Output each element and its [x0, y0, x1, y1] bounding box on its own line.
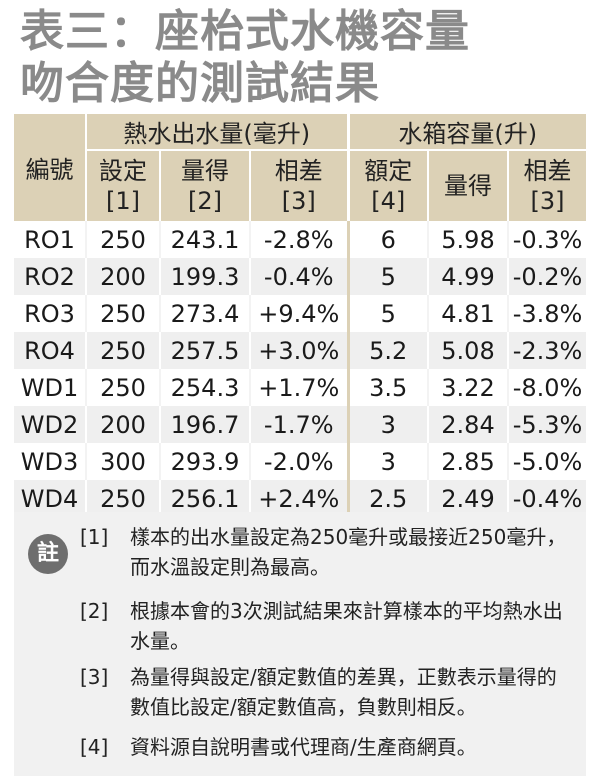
cell-measured: 243.1: [159, 221, 250, 258]
cell-diff: +2.4%: [249, 480, 348, 517]
title-line-1: 表三：座枱式水機容量: [20, 6, 470, 57]
cell-measured: 256.1: [159, 480, 250, 517]
cell-set: 200: [85, 258, 160, 295]
header-tank-diff: 相差 [3]: [506, 150, 587, 221]
cell-tank-measured: 4.99: [427, 258, 508, 295]
table-row: RO2 200 199.3 -0.4% 5 4.99 -0.2%: [14, 258, 587, 295]
header-rated-label: 額定: [364, 157, 413, 185]
cell-tank-diff: -0.3%: [506, 221, 587, 258]
cell-diff: -2.0%: [249, 443, 348, 480]
cell-tank-measured: 3.22: [427, 369, 508, 406]
header-id: 編號: [14, 114, 86, 221]
note-number: [2]: [80, 599, 109, 623]
table-row: WD4 250 256.1 +2.4% 2.5 2.49 -0.4%: [14, 480, 587, 517]
cell-tank-measured: 5.98: [427, 221, 508, 258]
cell-diff: -1.7%: [249, 406, 348, 443]
results-table: 編號 熱水出水量(毫升) 水箱容量(升) 設定 [1] 量得 [2] 相差 [3…: [14, 114, 587, 517]
cell-rated: 5.2: [346, 332, 428, 369]
header-measured: 量得 [2]: [159, 150, 250, 221]
header-rated: 額定 [4]: [346, 150, 428, 221]
cell-rated: 3: [346, 443, 428, 480]
notes-badge-icon: 註: [28, 534, 68, 574]
note-text: 為量得與設定/額定數值的差異，正數表示量得的數值比設定/額定數值高，負數則相反。: [130, 665, 557, 719]
cell-measured: 199.3: [159, 258, 250, 295]
table-row: RO1 250 243.1 -2.8% 6 5.98 -0.3%: [14, 221, 587, 258]
cell-rated: 5: [346, 258, 428, 295]
cell-rated: 5: [346, 295, 428, 332]
header-rated-ref: [4]: [371, 187, 406, 215]
cell-tank-measured: 2.84: [427, 406, 508, 443]
cell-id: RO4: [14, 332, 86, 369]
cell-set: 300: [85, 443, 160, 480]
note-text: 資料源自說明書或代理商/生產商網頁。: [130, 735, 477, 759]
header-set-label: 設定: [99, 157, 147, 185]
header-set: 設定 [1]: [85, 150, 160, 221]
cell-tank-measured: 4.81: [427, 295, 508, 332]
cell-rated: 6: [346, 221, 428, 258]
header-diff-ref: [3]: [281, 187, 316, 215]
header-group-hot-water: 熱水出水量(毫升): [85, 114, 348, 151]
cell-set: 250: [85, 369, 160, 406]
note-text: 根據本會的3次測試結果來計算樣本的平均熱水出水量。: [130, 599, 563, 653]
cell-rated: 3: [346, 406, 428, 443]
notes-section: 註 [1] 樣本的出水量設定為250毫升或最接近250毫升，而水溫設定則為最高。…: [14, 512, 586, 776]
cell-tank-diff: -8.0%: [506, 369, 587, 406]
cell-diff: +3.0%: [249, 332, 348, 369]
cell-measured: 196.7: [159, 406, 250, 443]
cell-set: 250: [85, 332, 160, 369]
header-tank-diff-ref: [3]: [530, 187, 565, 215]
header-diff-label: 相差: [274, 157, 323, 185]
cell-tank-diff: -0.4%: [506, 480, 587, 517]
header-diff: 相差 [3]: [249, 150, 348, 221]
title-line-2: 吻合度的測試結果: [20, 58, 380, 109]
cell-diff: +9.4%: [249, 295, 348, 332]
cell-id: WD1: [14, 369, 86, 406]
cell-measured: 254.3: [159, 369, 250, 406]
cell-rated: 2.5: [346, 480, 428, 517]
cell-set: 250: [85, 221, 160, 258]
cell-tank-diff: -0.2%: [506, 258, 587, 295]
cell-measured: 273.4: [159, 295, 250, 332]
page-title: 表三：座枱式水機容量 吻合度的測試結果: [20, 6, 470, 110]
cell-set: 200: [85, 406, 160, 443]
cell-set: 250: [85, 295, 160, 332]
cell-id: WD3: [14, 443, 86, 480]
cell-id: RO3: [14, 295, 86, 332]
table-row: WD1 250 254.3 +1.7% 3.5 3.22 -8.0%: [14, 369, 587, 406]
cell-id: RO2: [14, 258, 86, 295]
cell-id: WD4: [14, 480, 86, 517]
table-row: WD2 200 196.7 -1.7% 3 2.84 -5.3%: [14, 406, 587, 443]
header-measured-label: 量得: [181, 157, 229, 185]
cell-diff: -2.8%: [249, 221, 348, 258]
header-set-ref: [1]: [106, 187, 140, 215]
cell-tank-measured: 2.85: [427, 443, 508, 480]
cell-set: 250: [85, 480, 160, 517]
header-tank-diff-label: 相差: [523, 157, 572, 185]
note-number: [1]: [80, 525, 109, 549]
note-text: 樣本的出水量設定為250毫升或最接近250毫升，而水溫設定則為最高。: [130, 525, 567, 579]
header-measured-ref: [2]: [188, 187, 222, 215]
note-number: [3]: [80, 665, 109, 689]
table-row: RO4 250 257.5 +3.0% 5.2 5.08 -2.3%: [14, 332, 587, 369]
cell-rated: 3.5: [346, 369, 428, 406]
cell-diff: +1.7%: [249, 369, 348, 406]
cell-id: RO1: [14, 221, 86, 258]
note-number: [4]: [80, 735, 109, 759]
cell-tank-measured: 5.08: [427, 332, 508, 369]
cell-measured: 293.9: [159, 443, 250, 480]
cell-tank-diff: -2.3%: [506, 332, 587, 369]
cell-tank-diff: -5.3%: [506, 406, 587, 443]
cell-measured: 257.5: [159, 332, 250, 369]
cell-diff: -0.4%: [249, 258, 348, 295]
cell-tank-measured: 2.49: [427, 480, 508, 517]
header-tank-measured-label: 量得: [444, 172, 492, 200]
cell-tank-diff: -5.0%: [506, 443, 587, 480]
header-tank-measured: 量得: [427, 150, 508, 221]
table-row: RO3 250 273.4 +9.4% 5 4.81 -3.8%: [14, 295, 587, 332]
cell-tank-diff: -3.8%: [506, 295, 587, 332]
cell-id: WD2: [14, 406, 86, 443]
table-row: WD3 300 293.9 -2.0% 3 2.85 -5.0%: [14, 443, 587, 480]
header-group-tank: 水箱容量(升): [346, 114, 587, 151]
